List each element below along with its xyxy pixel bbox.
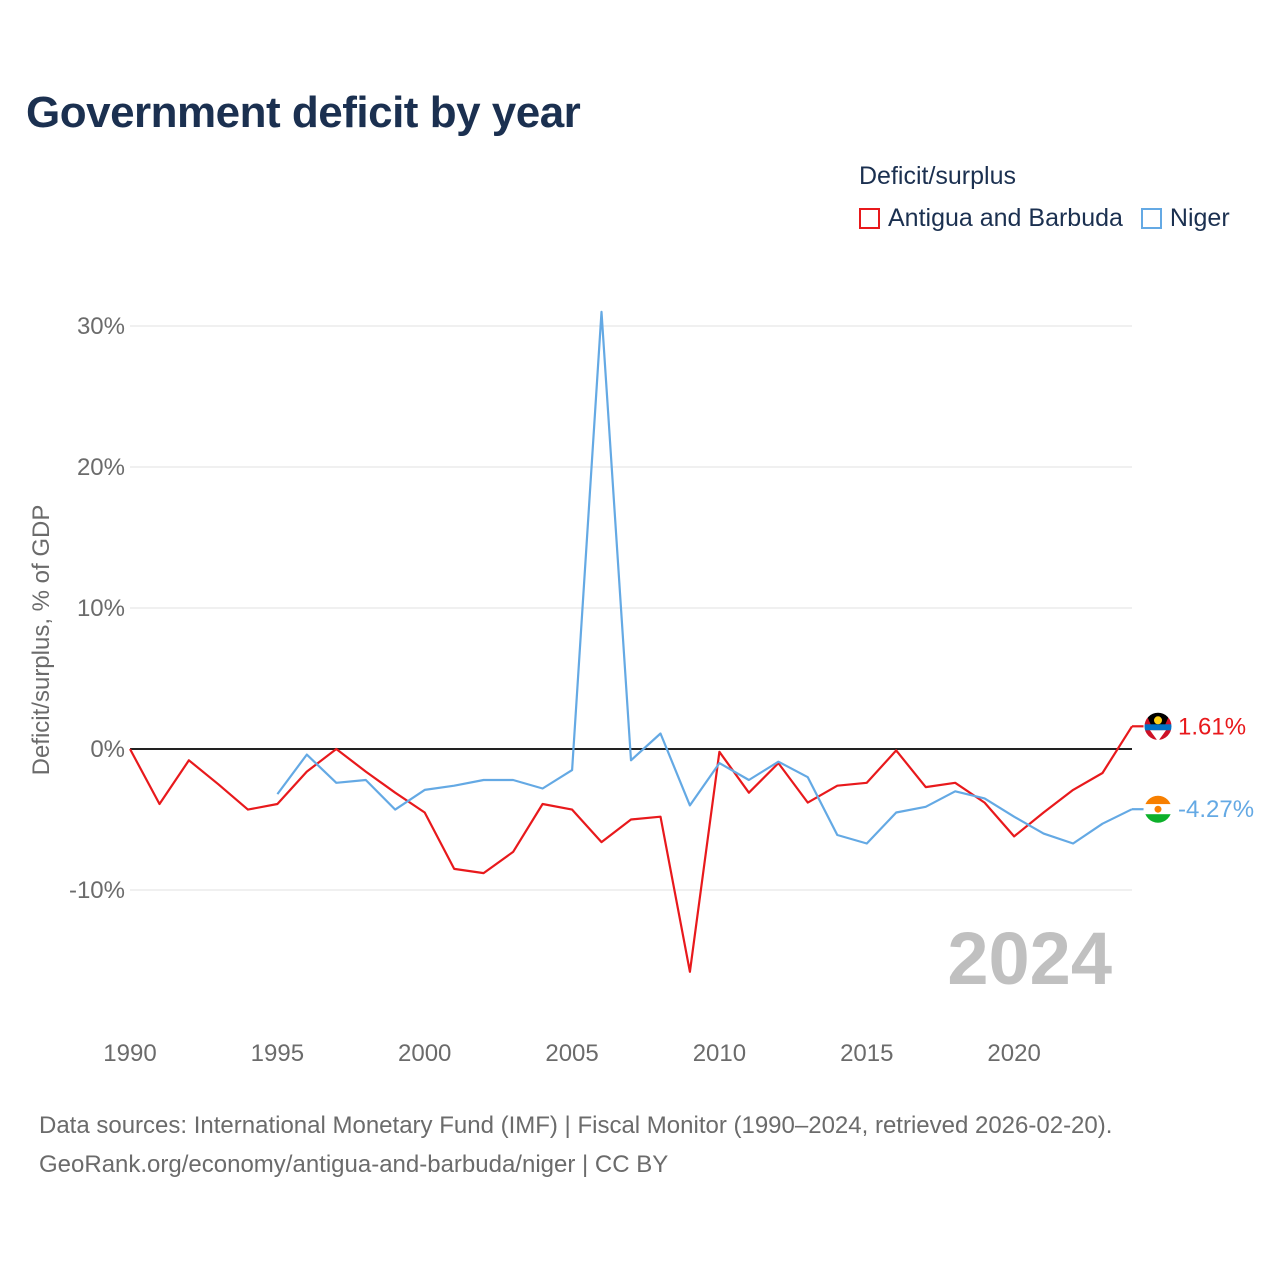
legend-label-niger: Niger: [1169, 204, 1230, 232]
y-tick-label: 10%: [77, 595, 125, 622]
series-line-antigua[interactable]: [129, 725, 1133, 973]
gridlines: [130, 325, 1132, 891]
legend: Antigua and Barbuda Niger: [859, 204, 1248, 233]
x-tick-label: 2005: [545, 1040, 598, 1067]
source-note: Data sources: International Monetary Fun…: [39, 1106, 1112, 1184]
legend-swatch-antigua: [859, 208, 880, 229]
series-end-markers: 1.61% -4.27%: [1132, 711, 1254, 824]
x-tick-label: 2020: [987, 1040, 1040, 1067]
x-tick-label: 2000: [398, 1040, 451, 1067]
legend-item-antigua[interactable]: Antigua and Barbuda: [859, 204, 1123, 233]
y-tick-label: 0%: [90, 736, 125, 763]
legend-item-niger[interactable]: Niger: [1140, 204, 1230, 233]
end-value-label: 1.61%: [1178, 713, 1246, 740]
y-axis-label: Deficit/surplus, % of GDP: [28, 505, 55, 776]
series-lines: [129, 310, 1133, 973]
y-tick-label: 20%: [77, 454, 125, 481]
y-tick-label: -10%: [69, 877, 125, 904]
source-line-2[interactable]: GeoRank.org/economy/antigua-and-barbuda/…: [39, 1151, 669, 1178]
y-tick-labels: 30% 20% 10% 0% -10%: [69, 313, 125, 904]
legend-label-antigua: Antigua and Barbuda: [888, 204, 1123, 232]
series-line-niger[interactable]: [276, 310, 1133, 845]
x-tick-labels: 1990 1995 2000 2005 2010 2015 2020: [103, 1040, 1041, 1067]
x-tick-label: 1995: [251, 1040, 304, 1067]
x-tick-label: 2010: [693, 1040, 746, 1067]
end-value-label: -4.27%: [1178, 796, 1254, 823]
year-watermark: 2024: [947, 917, 1112, 1000]
legend-title: Deficit/surplus: [859, 162, 1016, 190]
legend-swatch-niger: [1140, 208, 1162, 229]
x-tick-label: 1990: [103, 1040, 156, 1067]
niger-flag-icon: [1143, 794, 1173, 824]
antigua-flag-icon: [1143, 711, 1173, 741]
y-tick-label: 30%: [77, 313, 125, 340]
source-line-1: Data sources: International Monetary Fun…: [39, 1112, 1113, 1139]
x-tick-label: 2015: [840, 1040, 893, 1067]
chart-title: Government deficit by year: [26, 88, 581, 137]
